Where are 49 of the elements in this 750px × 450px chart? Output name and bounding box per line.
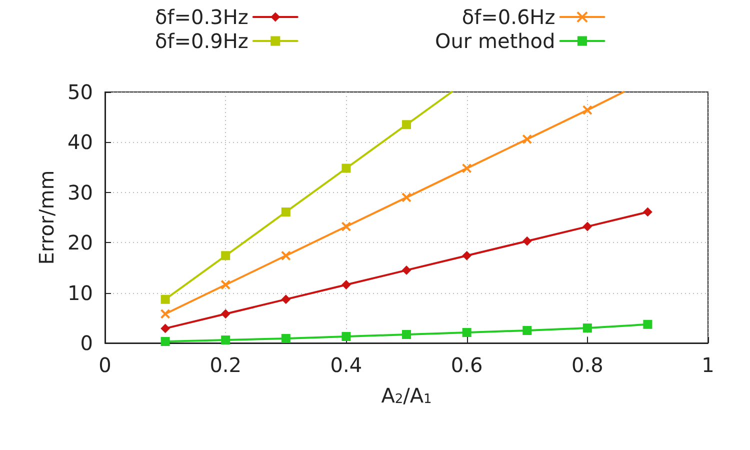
point — [522, 134, 532, 144]
point — [160, 336, 170, 346]
point — [402, 266, 411, 275]
x-tick-label: 0.4 — [330, 353, 362, 377]
point — [643, 207, 652, 216]
point — [402, 120, 411, 130]
point — [462, 163, 472, 174]
y-tick-label: 0 — [80, 331, 93, 355]
y-tick-label: 10 — [68, 280, 93, 305]
x-tick-label: 0.2 — [210, 353, 242, 377]
y-tick-label: 30 — [68, 180, 93, 204]
point — [220, 280, 231, 290]
y-tick-label: 40 — [68, 130, 93, 154]
point — [582, 105, 592, 116]
legend-label: δf=0.6Hz — [462, 5, 556, 29]
legend-label: δf=0.9Hz — [154, 29, 248, 53]
legend-label: Our method — [435, 29, 556, 53]
point — [582, 222, 592, 232]
point — [221, 251, 230, 260]
x-tick-label: 0 — [98, 353, 112, 377]
point — [462, 251, 472, 260]
point — [522, 236, 532, 246]
point — [281, 334, 290, 343]
point — [281, 207, 290, 216]
point — [643, 320, 652, 329]
point — [582, 323, 592, 332]
point — [462, 328, 472, 337]
y-tick-label: 50 — [68, 80, 93, 104]
x-tick-label: 0.6 — [450, 353, 483, 377]
point — [221, 309, 230, 318]
point — [160, 324, 170, 333]
y-tick-label: 20 — [68, 230, 93, 255]
point — [402, 192, 412, 202]
point — [281, 294, 290, 304]
point — [342, 332, 351, 341]
y-axis-title: Error/mm — [34, 170, 59, 265]
point — [221, 335, 230, 344]
point — [342, 164, 351, 173]
x-axis-title: A2/A1 — [381, 384, 432, 408]
x-tick-label: 0.8 — [571, 353, 604, 377]
point — [160, 294, 170, 304]
legend-label: δf=0.3Hz — [154, 5, 248, 29]
point — [342, 280, 351, 290]
point — [160, 308, 170, 319]
point — [280, 250, 291, 261]
point — [402, 330, 411, 339]
point — [522, 326, 532, 335]
x-tick-label: 1 — [702, 353, 714, 377]
point — [341, 222, 352, 232]
